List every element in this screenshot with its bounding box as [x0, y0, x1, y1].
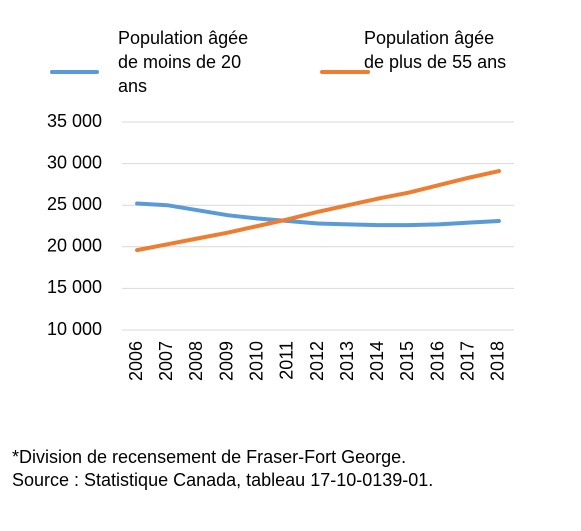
x-tick-label: 2012 [307, 341, 327, 381]
legend-label: Population âgée de plus de 55 ans [364, 28, 507, 72]
x-tick-label: 2011 [277, 341, 297, 380]
notes: *Division de recensement de Fraser-Fort … [12, 446, 567, 492]
x-tick-label: 2017 [458, 341, 478, 381]
y-tick-label: 10 000 [47, 319, 102, 339]
x-tick-label: 2008 [186, 341, 206, 381]
x-tick-label: 2006 [126, 341, 146, 381]
y-tick-label: 25 000 [47, 194, 102, 214]
x-tick-label: 2009 [216, 341, 236, 381]
x-tick-label: 2016 [427, 341, 447, 381]
x-tick-label: 2014 [367, 341, 387, 381]
footnote: *Division de recensement de Fraser-Fort … [12, 447, 407, 467]
y-tick-label: 15 000 [47, 277, 102, 297]
y-tick-label: 30 000 [47, 152, 102, 172]
y-tick-label: 20 000 [47, 236, 102, 256]
legend-label: Population âgée de moins de 20 ans [118, 28, 249, 96]
x-tick-label: 2018 [488, 341, 508, 381]
x-tick-label: 2007 [156, 341, 176, 381]
line-series [135, 169, 501, 253]
y-tick-label: 35 000 [47, 111, 102, 131]
x-tick-label: 2010 [246, 341, 266, 381]
x-tick-label: 2015 [397, 341, 417, 381]
source: Source : Statistique Canada, tableau 17-… [12, 470, 434, 490]
line-series [135, 201, 501, 228]
x-tick-label: 2013 [337, 341, 357, 381]
